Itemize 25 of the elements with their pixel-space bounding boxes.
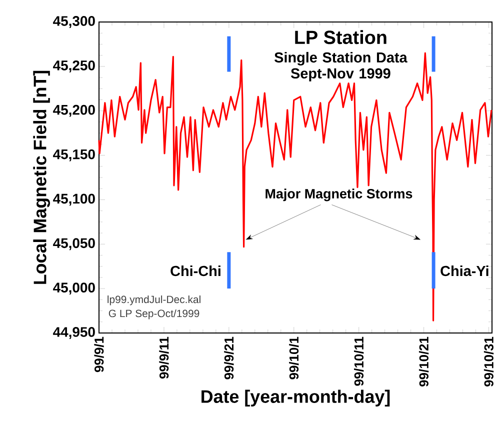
y-tick-label: 44,950 — [53, 327, 95, 339]
ref-line-label: Chi-Chi — [170, 265, 220, 276]
y-tick-label: 45,300 — [53, 16, 95, 28]
x-tick-label: 99/9/1 — [94, 336, 104, 372]
x-tick-label: 99/9/21 — [224, 336, 234, 380]
annotation: G LP Sep-Oct/1999 — [108, 309, 200, 320]
annotation: lp99.ymdJul-Dec.kal — [108, 295, 200, 306]
x-tick-label: 99/10/21 — [418, 336, 429, 386]
text: Single Station Data Sept-Nov 1999 — [274, 52, 408, 82]
y-tick-label: 45,000 — [53, 282, 95, 295]
y-tick-label: 45,200 — [53, 104, 95, 117]
y-tick-label: 45,150 — [53, 149, 95, 162]
chart-title: LP Station — [295, 30, 386, 44]
ref-line-label: Chia-Yi — [440, 265, 488, 276]
y-tick-label: 45,050 — [53, 238, 95, 250]
annotation: Major Magnetic Storms — [266, 188, 412, 202]
line-series — [98, 52, 492, 322]
y-tick-label: 45,100 — [53, 194, 95, 206]
x-tick-label: 99/10/1 — [289, 336, 299, 380]
y-axis-title: Local Magnetic Field [nT] — [33, 70, 50, 284]
x-axis-title: Date [year-month-day] — [202, 390, 390, 406]
x-tick-label: 99/10/11 — [354, 336, 364, 386]
x-tick-label: 99/9/11 — [159, 336, 169, 379]
y-tick-label: 45,250 — [53, 60, 95, 72]
x-tick-label: 99/10/31 — [484, 336, 494, 386]
